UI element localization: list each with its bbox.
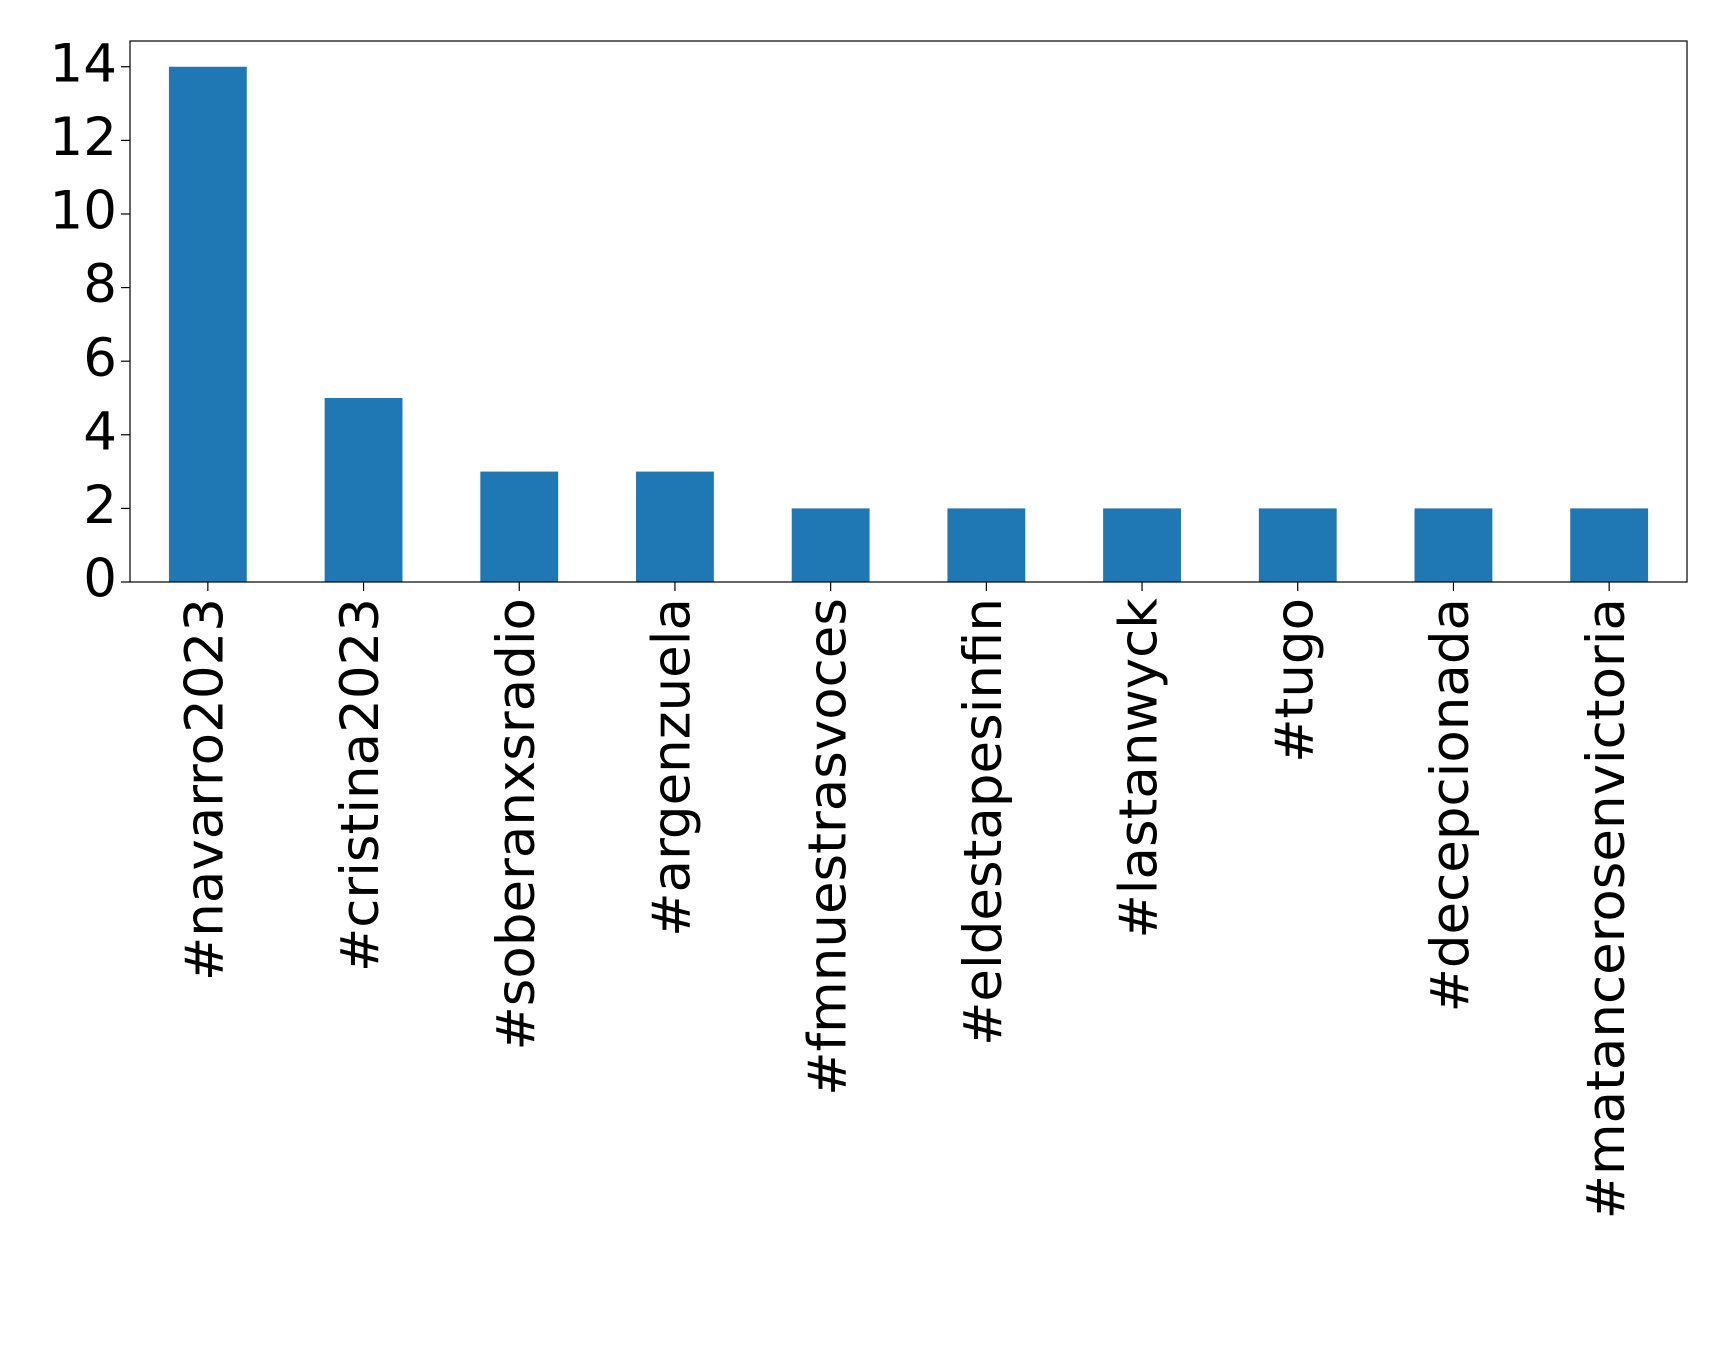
bar [947, 508, 1026, 582]
x-tick-label: #decepcionada [1420, 598, 1481, 1013]
x-tick-label: #navarro2023 [174, 598, 235, 981]
bar [1414, 508, 1493, 582]
x-tick-label: #fmnuestrasvoces [797, 598, 858, 1096]
y-tick-label: 8 [83, 254, 117, 315]
bar [1570, 508, 1649, 582]
y-tick-label: 12 [50, 107, 117, 168]
x-tick-label: #cristina2023 [330, 598, 391, 972]
bar [791, 508, 870, 582]
y-tick-label: 10 [50, 181, 117, 242]
y-tick-label: 4 [83, 401, 117, 462]
x-tick-label: #argenzuela [642, 598, 703, 937]
bar [168, 66, 247, 582]
x-tick-label: #soberanxsradio [486, 598, 547, 1051]
x-tick-label: #lastanwyck [1109, 598, 1170, 939]
bar [1103, 508, 1181, 582]
bar [324, 397, 403, 582]
bar [1258, 508, 1337, 582]
bar [636, 471, 714, 582]
x-tick-label: #tugo [1264, 598, 1325, 763]
x-tick-label: #eldestapesinfin [953, 598, 1014, 1046]
y-tick-label: 2 [83, 475, 117, 536]
y-tick-label: 0 [83, 549, 117, 610]
plot-frame [129, 40, 1688, 583]
y-tick-label: 14 [50, 33, 117, 94]
x-tick-label: #matancerosenvictoria [1576, 598, 1637, 1219]
y-tick-label: 6 [83, 328, 117, 389]
bar [480, 471, 559, 582]
